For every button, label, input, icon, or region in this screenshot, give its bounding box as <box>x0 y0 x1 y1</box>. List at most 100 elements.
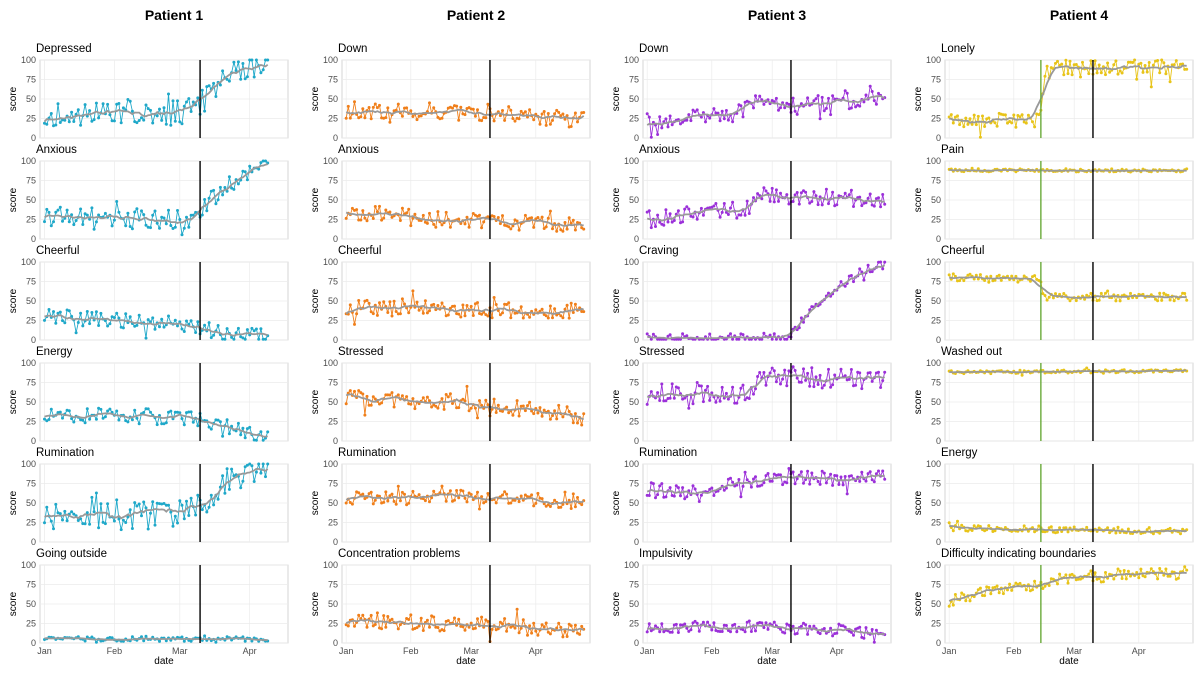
data-point <box>772 332 776 336</box>
data-point <box>486 403 490 407</box>
panel-title: Craving <box>639 245 679 257</box>
data-point <box>463 628 467 632</box>
y-tick-label: 100 <box>624 257 639 267</box>
y-tick-label: 0 <box>936 133 941 143</box>
data-point <box>651 332 655 336</box>
data-point <box>542 625 546 629</box>
data-point <box>974 273 978 277</box>
data-point <box>561 635 565 639</box>
data-point <box>1033 274 1037 278</box>
data-point <box>523 110 527 114</box>
data-point <box>467 625 471 629</box>
data-point <box>214 202 218 206</box>
data-point <box>180 635 184 639</box>
data-point <box>542 408 546 412</box>
data-point <box>264 475 267 479</box>
data-point <box>169 510 173 514</box>
data-point <box>987 280 991 284</box>
data-point <box>250 326 254 330</box>
data-point <box>1129 574 1132 578</box>
data-point <box>672 219 676 222</box>
data-point <box>1016 280 1020 284</box>
data-point <box>852 633 855 637</box>
data-point <box>169 409 173 413</box>
data-point <box>710 486 714 490</box>
y-tick-label: 75 <box>328 176 338 186</box>
data-point <box>259 161 263 165</box>
y-axis-label: score <box>8 490 19 515</box>
data-point <box>65 208 69 212</box>
data-point <box>1056 530 1059 534</box>
data-point <box>737 478 741 481</box>
data-point <box>67 309 71 313</box>
data-point <box>164 503 168 507</box>
data-point <box>1087 572 1091 576</box>
data-point <box>858 267 862 271</box>
data-point <box>382 216 386 220</box>
data-point <box>827 96 830 100</box>
data-point <box>1097 298 1101 302</box>
data-point <box>126 420 130 424</box>
data-point <box>419 114 423 118</box>
data-point <box>752 196 755 200</box>
data-point <box>359 115 363 119</box>
data-point <box>371 312 375 316</box>
data-point <box>248 462 252 466</box>
data-point <box>185 411 188 415</box>
data-point <box>791 365 795 369</box>
data-point <box>519 305 523 309</box>
data-point <box>660 126 664 130</box>
y-tick-label: 50 <box>931 296 941 306</box>
data-point <box>868 371 872 375</box>
data-point <box>227 175 231 179</box>
data-point <box>480 495 484 499</box>
data-point <box>423 499 427 503</box>
data-point <box>1149 85 1153 89</box>
data-point <box>712 494 716 497</box>
data-point <box>417 308 421 312</box>
data-point <box>843 625 847 629</box>
data-point <box>81 223 85 226</box>
data-point <box>681 486 685 490</box>
data-point <box>1164 72 1168 76</box>
data-point <box>960 591 964 595</box>
data-point <box>658 220 662 224</box>
data-point <box>1181 527 1185 531</box>
data-point <box>645 402 649 406</box>
y-tick-label: 100 <box>21 358 36 368</box>
data-point <box>43 121 46 125</box>
data-point <box>791 470 795 474</box>
data-point <box>446 395 450 399</box>
data-point <box>567 410 571 413</box>
data-point <box>647 209 651 213</box>
data-point <box>1166 293 1170 297</box>
y-tick-label: 50 <box>26 599 36 609</box>
data-point <box>649 337 653 341</box>
data-point <box>218 83 222 87</box>
data-point <box>754 387 757 391</box>
data-point <box>124 312 128 316</box>
data-point <box>559 505 563 509</box>
data-point <box>720 630 724 633</box>
y-tick-label: 50 <box>629 296 639 306</box>
data-point <box>386 615 390 618</box>
data-point <box>417 624 421 628</box>
data-point <box>164 639 168 643</box>
data-point <box>1006 588 1009 592</box>
data-point <box>259 471 263 475</box>
data-point <box>153 209 157 213</box>
data-point <box>804 190 808 194</box>
data-point <box>239 486 243 490</box>
data-point <box>528 315 532 319</box>
y-tick-label: 25 <box>931 316 941 326</box>
data-point <box>685 118 689 122</box>
data-point <box>486 620 490 623</box>
data-point <box>968 272 972 276</box>
data-point <box>791 200 795 203</box>
data-point <box>70 213 74 217</box>
trend-line <box>44 637 268 642</box>
data-point <box>108 407 112 411</box>
